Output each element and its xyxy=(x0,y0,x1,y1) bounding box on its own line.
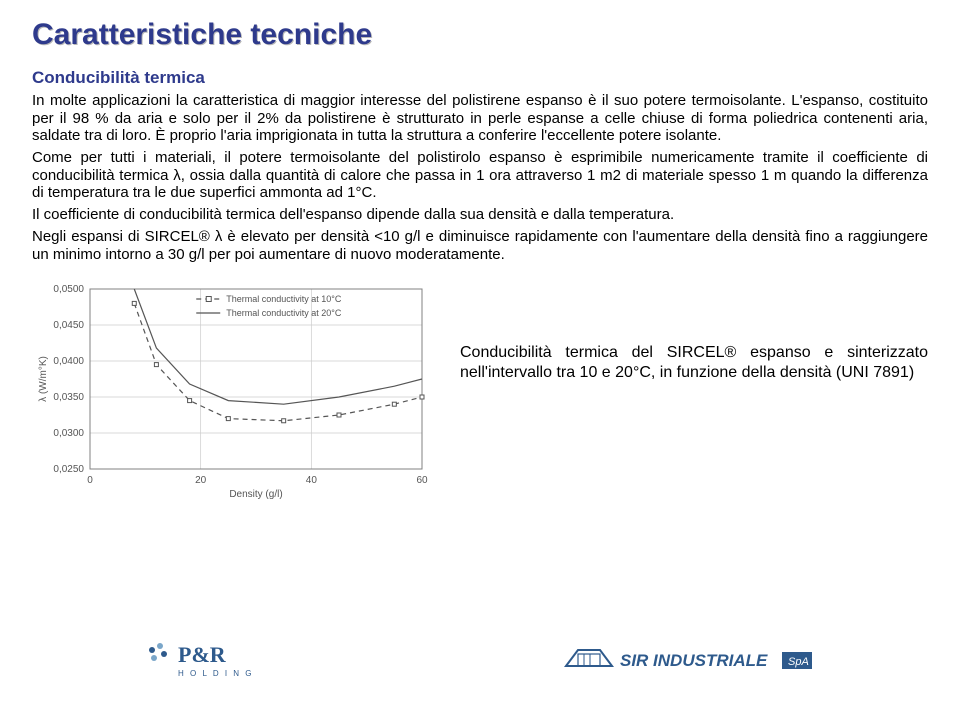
svg-text:0,0300: 0,0300 xyxy=(53,428,84,439)
svg-text:Density (g/l): Density (g/l) xyxy=(229,489,282,500)
svg-text:0,0250: 0,0250 xyxy=(53,464,84,475)
svg-text:20: 20 xyxy=(195,475,207,486)
logo-left-sub: H O L D I N G xyxy=(178,669,254,678)
svg-text:0: 0 xyxy=(87,475,93,486)
paragraph-4: Negli espansi di SIRCEL® λ è elevato per… xyxy=(32,228,928,263)
svg-text:0,0450: 0,0450 xyxy=(53,320,84,331)
svg-text:0,0400: 0,0400 xyxy=(53,356,84,367)
section-subtitle: Conducibilità termica xyxy=(32,68,928,88)
paragraph-1: In molte applicazioni la caratteristica … xyxy=(32,92,928,145)
footer: P&R H O L D I N G SIR INDUSTRIALE SpA xyxy=(0,636,960,686)
svg-text:40: 40 xyxy=(306,475,318,486)
logo-right-sub: SpA xyxy=(788,656,809,668)
svg-text:λ (W/m°K): λ (W/m°K) xyxy=(38,356,49,402)
logo-left-text: P&R xyxy=(178,642,227,667)
paragraph-2: Come per tutti i materiali, il potere te… xyxy=(32,149,928,202)
svg-text:0,0500: 0,0500 xyxy=(53,284,84,295)
thermal-conductivity-chart: 0,0250 0,0300 0,0350 0,0400 0,0450 0,0500 0 20 4… xyxy=(32,281,432,501)
paragraph-3: Il coefficiente di conducibilità termica… xyxy=(32,206,928,224)
logo-sir-industriale: SIR INDUSTRIALE SpA xyxy=(560,636,820,686)
chart-caption: Conducibilità termica del SIRCEL® espans… xyxy=(460,281,928,382)
logo-right-text: SIR INDUSTRIALE xyxy=(620,651,768,670)
logo-pr-holding: P&R H O L D I N G xyxy=(140,636,260,686)
svg-text:0,0350: 0,0350 xyxy=(53,392,84,403)
page-title: Caratteristiche tecniche xyxy=(32,18,928,52)
svg-text:60: 60 xyxy=(416,475,428,486)
svg-text:Thermal conductivity at 10°C: Thermal conductivity at 10°C xyxy=(226,294,342,304)
svg-text:Thermal conductivity at 20°C: Thermal conductivity at 20°C xyxy=(226,308,342,318)
